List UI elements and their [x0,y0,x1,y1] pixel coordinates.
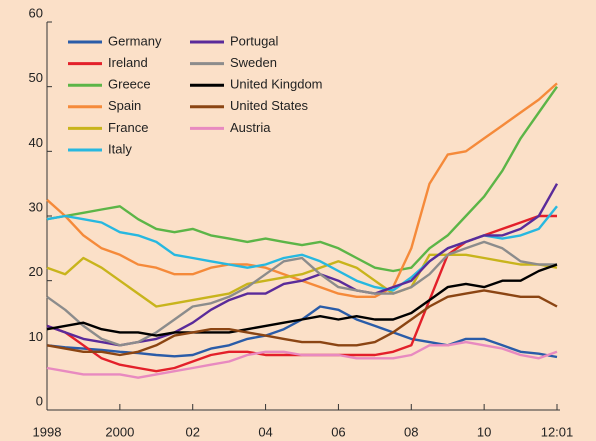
x-tick-label: 10 [477,424,491,439]
legend-label: Portugal [230,33,279,48]
y-tick-label: 40 [29,135,43,150]
legend-label: Germany [108,33,162,48]
x-tick-label: 04 [258,424,272,439]
line-10 [46,340,558,379]
x-tick-label: 02 [185,424,199,439]
y-tick-label: 0 [36,393,43,408]
line-2 [46,86,558,273]
line-8 [46,263,558,337]
x-tick-label: 12:01 [541,424,574,439]
legend-label: Austria [230,120,271,135]
line-9 [46,289,558,357]
legend-label: Sweden [230,55,277,70]
y-tick-label: 60 [29,5,43,20]
line-4 [46,253,558,308]
y-tick-label: 10 [29,329,43,344]
y-tick-label: 30 [29,199,43,214]
legend-label: Greece [108,77,151,92]
y-tick-label: 20 [29,264,43,279]
line-7 [46,240,557,347]
legend-label: United Kingdom [230,77,323,92]
legend-label: France [108,120,148,135]
y-tick-label: 50 [29,70,43,85]
legend-label: Spain [108,98,141,113]
x-tick-label: 08 [404,424,418,439]
x-tick-label: 06 [331,424,345,439]
x-tick-label: 1998 [33,424,62,439]
legend-label: United States [230,98,309,113]
x-tick-label: 2000 [105,424,134,439]
legend-label: Ireland [108,55,148,70]
legend-label: Italy [108,141,132,156]
